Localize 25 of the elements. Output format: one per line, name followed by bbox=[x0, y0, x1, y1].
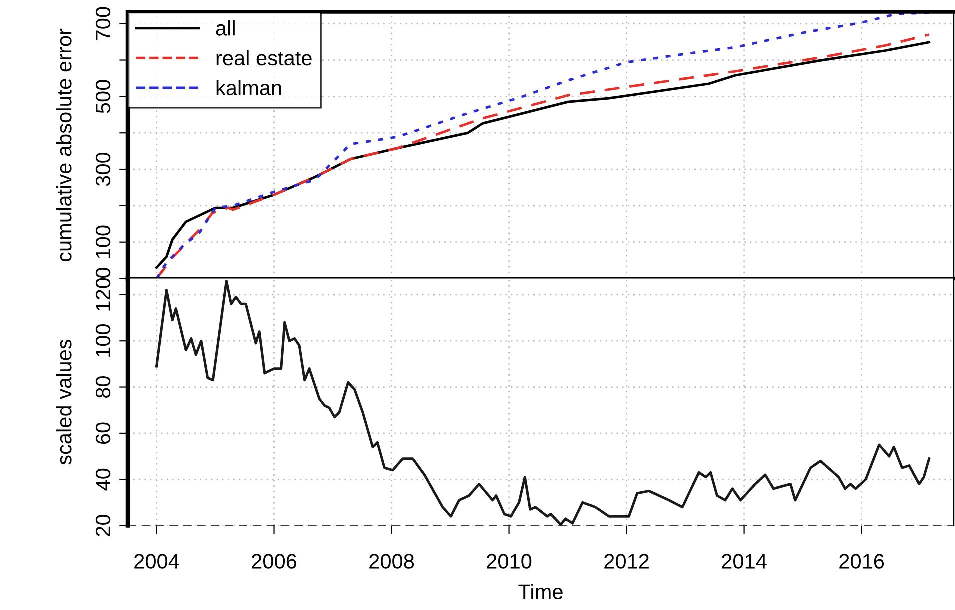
x-axis-title: Time bbox=[518, 584, 563, 600]
y-tick-label: 0 bbox=[96, 268, 111, 278]
x-tick-label: 2004 bbox=[134, 554, 180, 569]
x-tick-label: 2014 bbox=[722, 554, 767, 569]
legend-label: kalman bbox=[216, 80, 282, 96]
y-tick-label: 100 bbox=[96, 324, 111, 357]
x-tick-label: 2012 bbox=[604, 554, 649, 569]
y-tick-label: 20 bbox=[96, 515, 111, 536]
y-tick-label: 40 bbox=[96, 468, 111, 491]
legend-label: real estate bbox=[216, 50, 312, 66]
y-tick-label: 700 bbox=[96, 7, 111, 40]
y-tick-label: 100 bbox=[96, 226, 111, 258]
y-tick-label: 60 bbox=[96, 422, 111, 444]
legend-label: all bbox=[216, 20, 235, 36]
line-series bbox=[156, 280, 931, 526]
x-tick-label: 2010 bbox=[487, 554, 532, 569]
x-tick-label: 2008 bbox=[370, 554, 414, 569]
y-tick-label: 500 bbox=[96, 80, 111, 114]
x-tick-label: 2016 bbox=[840, 554, 884, 569]
y-axis-title: cumulative absolute error bbox=[56, 28, 72, 262]
y-tick-label: 120 bbox=[96, 278, 111, 311]
y-tick-label: 80 bbox=[96, 376, 111, 398]
y-tick-label: 300 bbox=[96, 152, 111, 186]
y-axis-title: scaled values bbox=[56, 340, 72, 465]
x-tick-label: 2006 bbox=[252, 554, 297, 569]
